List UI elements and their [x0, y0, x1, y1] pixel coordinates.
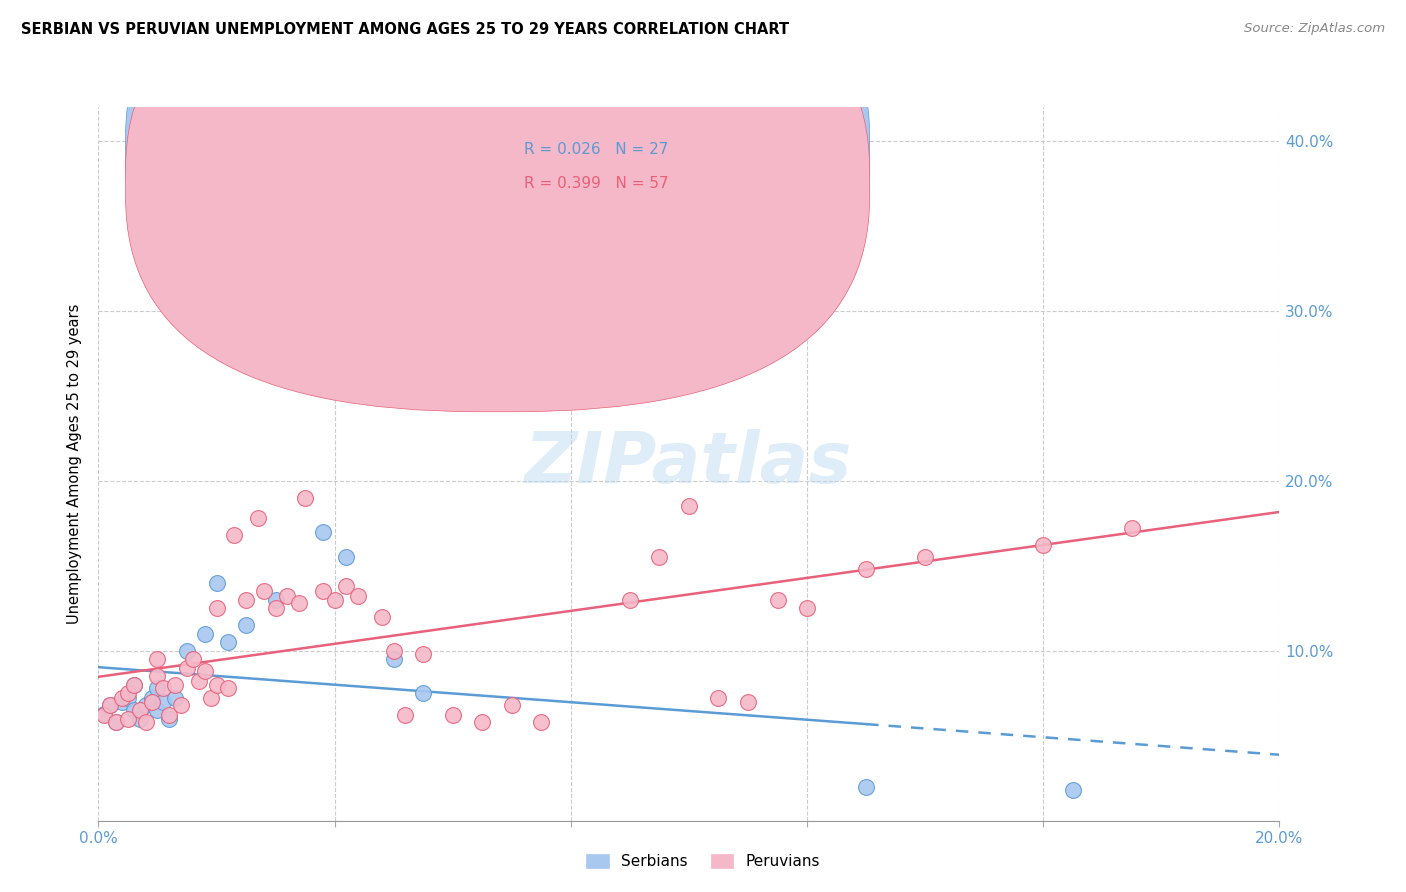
Point	[678, 500, 700, 514]
Point	[855, 562, 877, 576]
Point	[382, 644, 405, 658]
Point	[855, 780, 877, 794]
Text: R = 0.026   N = 27: R = 0.026 N = 27	[523, 143, 668, 157]
Point	[181, 652, 204, 666]
Point	[589, 324, 612, 338]
Point	[707, 691, 730, 706]
Point	[648, 550, 671, 565]
FancyBboxPatch shape	[458, 114, 813, 211]
Point	[412, 686, 434, 700]
Point	[235, 592, 257, 607]
Point	[264, 601, 287, 615]
Point	[105, 715, 128, 730]
Point	[1121, 521, 1143, 535]
Point	[1032, 538, 1054, 552]
Point	[294, 491, 316, 505]
Point	[501, 698, 523, 712]
Point	[152, 695, 174, 709]
Point	[93, 706, 115, 721]
Point	[441, 708, 464, 723]
Point	[117, 686, 139, 700]
Point	[412, 647, 434, 661]
Point	[335, 550, 357, 565]
Point	[117, 691, 139, 706]
Point	[152, 681, 174, 695]
Point	[276, 590, 298, 604]
Point	[335, 579, 357, 593]
Point	[105, 715, 128, 730]
Point	[117, 712, 139, 726]
Point	[165, 678, 187, 692]
Point	[205, 601, 228, 615]
Point	[530, 715, 553, 730]
Text: SERBIAN VS PERUVIAN UNEMPLOYMENT AMONG AGES 25 TO 29 YEARS CORRELATION CHART: SERBIAN VS PERUVIAN UNEMPLOYMENT AMONG A…	[21, 22, 789, 37]
Point	[312, 524, 335, 539]
Point	[98, 698, 121, 712]
Point	[205, 678, 228, 692]
Point	[253, 584, 276, 599]
Point	[205, 575, 228, 590]
Point	[176, 644, 198, 658]
FancyBboxPatch shape	[125, 0, 870, 378]
Point	[224, 528, 246, 542]
Point	[170, 698, 193, 712]
Point	[111, 695, 134, 709]
Point	[914, 550, 936, 565]
Point	[323, 592, 346, 607]
Point	[128, 712, 150, 726]
Point	[157, 708, 180, 723]
Point	[157, 712, 180, 726]
Point	[187, 674, 209, 689]
Point	[146, 652, 169, 666]
Point	[122, 678, 145, 692]
Point	[200, 691, 222, 706]
Point	[135, 715, 157, 730]
Text: R = 0.399   N = 57: R = 0.399 N = 57	[523, 176, 668, 191]
Text: ZIPatlas: ZIPatlas	[526, 429, 852, 499]
Point	[394, 708, 416, 723]
Point	[312, 584, 335, 599]
FancyBboxPatch shape	[125, 0, 870, 412]
Point	[235, 618, 257, 632]
Point	[371, 609, 394, 624]
Point	[288, 596, 311, 610]
Point	[737, 695, 759, 709]
Point	[347, 590, 370, 604]
Point	[176, 661, 198, 675]
Point	[766, 592, 789, 607]
Point	[122, 678, 145, 692]
Point	[93, 708, 115, 723]
Point	[471, 715, 494, 730]
Text: Source: ZipAtlas.com: Source: ZipAtlas.com	[1244, 22, 1385, 36]
Point	[141, 691, 163, 706]
Point	[382, 652, 405, 666]
Point	[128, 703, 150, 717]
Point	[111, 691, 134, 706]
Point	[135, 698, 157, 712]
Point	[1062, 783, 1084, 797]
Point	[146, 669, 169, 683]
Point	[619, 592, 641, 607]
Legend: Serbians, Peruvians: Serbians, Peruvians	[579, 848, 827, 875]
Point	[146, 703, 169, 717]
Point	[194, 664, 217, 678]
Point	[217, 681, 239, 695]
Point	[217, 635, 239, 649]
Point	[165, 691, 187, 706]
Point	[796, 601, 818, 615]
Point	[246, 511, 269, 525]
Point	[264, 592, 287, 607]
Point	[146, 681, 169, 695]
Point	[194, 626, 217, 640]
Point	[141, 695, 163, 709]
Point	[122, 703, 145, 717]
Point	[98, 698, 121, 712]
Y-axis label: Unemployment Among Ages 25 to 29 years: Unemployment Among Ages 25 to 29 years	[67, 303, 83, 624]
